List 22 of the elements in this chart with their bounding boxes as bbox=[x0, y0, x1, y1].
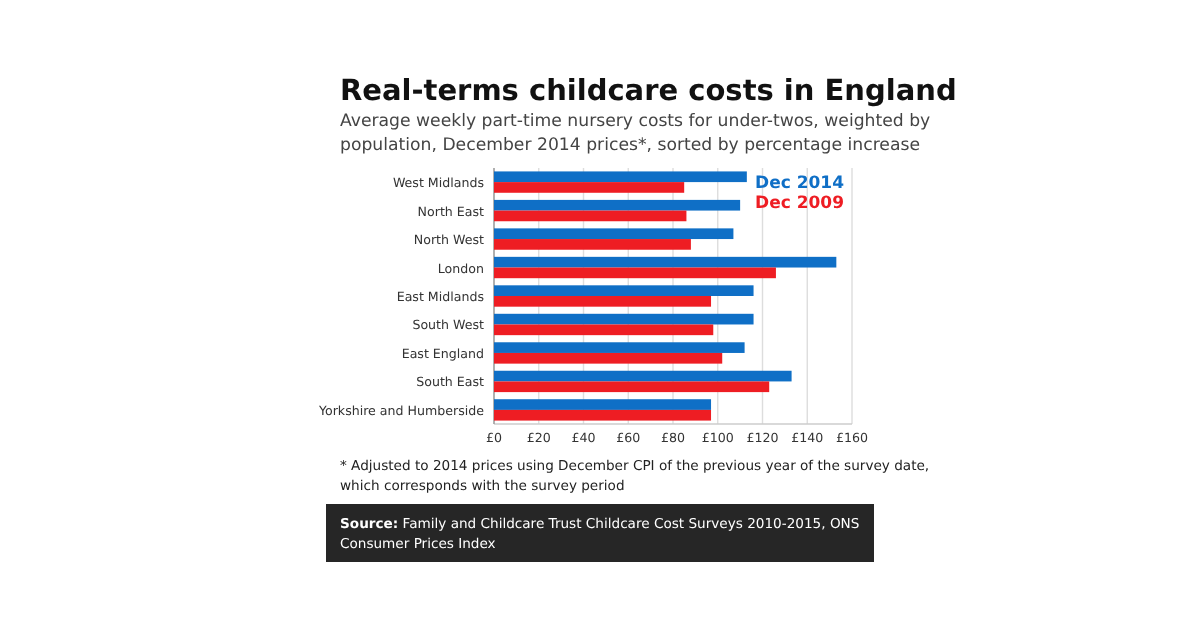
text: Dec 2009 bbox=[755, 194, 845, 214]
bar bbox=[494, 370, 792, 382]
bar bbox=[494, 210, 687, 222]
bar bbox=[494, 324, 714, 336]
chart-title: Real-terms childcare costs in England bbox=[340, 76, 957, 108]
bar bbox=[494, 381, 770, 393]
bar bbox=[494, 399, 712, 410]
bar bbox=[494, 199, 741, 211]
bar bbox=[494, 239, 691, 250]
bar bbox=[494, 182, 685, 193]
bar bbox=[494, 296, 712, 307]
bar bbox=[494, 352, 723, 364]
bar bbox=[494, 409, 712, 421]
bar bbox=[494, 228, 734, 240]
series-label: Dec 2014 bbox=[755, 174, 845, 194]
bar bbox=[494, 313, 754, 325]
bar bbox=[494, 267, 776, 279]
bar bbox=[494, 342, 745, 353]
bar bbox=[494, 285, 754, 296]
bar bbox=[494, 171, 747, 183]
bar bbox=[494, 256, 837, 268]
chart-subtitle: Average weekly part-time nursery costs for under-twos, weighted by population, December 2014 prices*, sorted by percentage increase bbox=[340, 112, 931, 156]
